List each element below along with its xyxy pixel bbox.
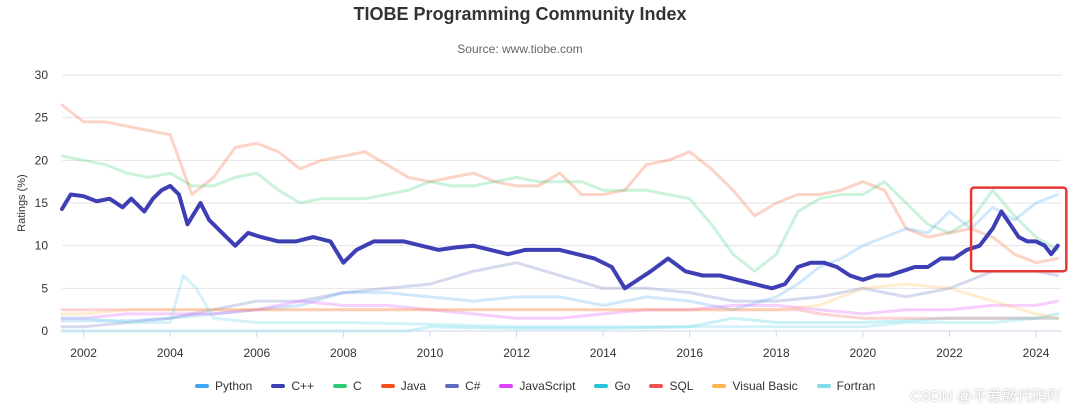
- legend-swatch: [380, 384, 395, 388]
- legend-swatch: [594, 384, 609, 388]
- y-tick-label: 10: [35, 239, 49, 253]
- legend-swatch: [499, 384, 514, 388]
- legend-label: Fortran: [836, 379, 876, 393]
- series-line-sql[interactable]: [60, 308, 1060, 320]
- legend-swatch: [816, 384, 831, 388]
- legend-label: Go: [614, 379, 631, 393]
- x-tick-label: 2002: [70, 346, 97, 360]
- series-line-visual-basic[interactable]: [60, 282, 1060, 320]
- legend-item-javascript[interactable]: JavaScript: [499, 379, 575, 393]
- legend-swatch: [271, 384, 286, 388]
- y-tick-label: 20: [35, 153, 49, 167]
- highlight-box: [969, 186, 1068, 273]
- legend-label: C++: [291, 379, 315, 393]
- y-tick-label: 15: [35, 196, 49, 210]
- legend-item-sql[interactable]: SQL: [649, 379, 693, 393]
- series-line-javascript[interactable]: [60, 299, 1060, 320]
- legend-label: C: [353, 379, 362, 393]
- x-tick-label: 2014: [590, 346, 617, 360]
- chart-subtitle: Source: www.tiobe.com: [457, 42, 583, 56]
- legend-swatch: [445, 384, 460, 388]
- legend-label: JavaScript: [519, 379, 576, 393]
- legend-label: Python: [215, 379, 253, 393]
- series-line-fortran[interactable]: [60, 274, 1060, 329]
- chart-legend: Python C++ C Java C# JavaScript Go SQL Visual Ba…: [195, 376, 875, 396]
- y-tick-label: 0: [41, 324, 48, 338]
- x-tick-label: 2020: [850, 346, 877, 360]
- x-tick-label: 2006: [243, 346, 270, 360]
- y-tick-label: 25: [35, 111, 49, 125]
- x-tick-label: 2022: [936, 346, 963, 360]
- axis-layer: 0 5 10 15 20 25 30 2002 2004 2006 2008 2010 2012 2014…: [35, 68, 1068, 360]
- legend-swatch: [195, 384, 209, 388]
- grid-layer: [62, 74, 1062, 332]
- legend-label: SQL: [669, 379, 694, 393]
- x-tick-label: 2024: [1023, 346, 1050, 360]
- legend-item-c[interactable]: C: [333, 379, 362, 393]
- x-tick-label: 2008: [330, 346, 357, 360]
- series-line-python[interactable]: [60, 193, 1060, 323]
- x-tick-label: 2004: [157, 346, 184, 360]
- y-tick-label: 30: [35, 68, 49, 82]
- watermark: CSDN @不爱敲代码吖: [910, 388, 1062, 405]
- series-line-go[interactable]: [60, 312, 1060, 333]
- legend-swatch: [333, 384, 348, 388]
- y-tick-label: 5: [41, 281, 48, 295]
- series-line-c[interactable]: [60, 154, 1060, 273]
- series-layer: [60, 103, 1060, 333]
- legend-item-python[interactable]: Python: [195, 379, 252, 393]
- legend-label: Java: [400, 379, 427, 393]
- x-tick-label: 2018: [763, 346, 790, 360]
- legend-item-fortran[interactable]: Fortran: [816, 379, 876, 393]
- x-tick-label: 2010: [417, 346, 444, 360]
- y-axis-label: Ratings (%): [16, 174, 28, 231]
- legend-item-go[interactable]: Go: [594, 379, 630, 393]
- legend-item-c-[interactable]: C++: [271, 379, 314, 393]
- legend-item-c-[interactable]: C#: [445, 379, 480, 393]
- series-line-c-[interactable]: [60, 261, 1060, 329]
- chart-title: TIOBE Programming Community Index: [353, 4, 687, 24]
- legend-swatch: [649, 384, 664, 388]
- legend-item-java[interactable]: Java: [380, 379, 427, 393]
- legend-label: C#: [465, 379, 481, 393]
- legend-label: Visual Basic: [732, 379, 798, 393]
- legend-item-visual-basic[interactable]: Visual Basic: [712, 379, 798, 393]
- x-tick-label: 2016: [676, 346, 703, 360]
- legend-swatch: [712, 384, 727, 388]
- series-line-c-[interactable]: [60, 183, 1060, 291]
- x-tick-label: 2012: [503, 346, 530, 360]
- series-line-java[interactable]: [60, 103, 1060, 265]
